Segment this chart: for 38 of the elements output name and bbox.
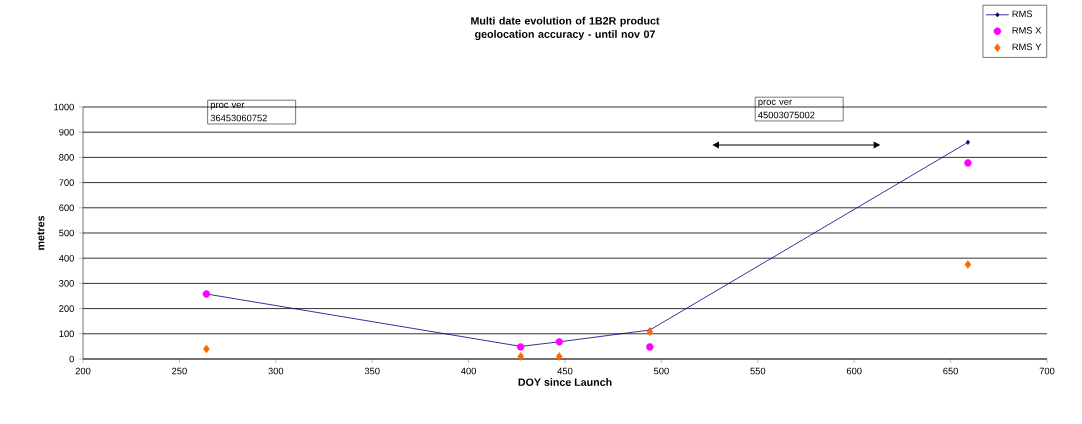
x-axis-title: DOY since Launch (518, 378, 612, 386)
y-tick-label: 400 (58, 254, 74, 262)
y-tick-label: 900 (59, 128, 74, 136)
x-tick-label: 650 (943, 367, 959, 375)
y-tick-label: 600 (59, 204, 74, 212)
annotation: proc ver 36453060752 (210, 102, 267, 122)
y-tick-label: 800 (59, 154, 74, 161)
y-tick-label: 700 (59, 179, 74, 186)
y-tick-label: 500 (59, 229, 74, 237)
point (555, 352, 563, 361)
x-tick-label: 550 (750, 367, 766, 375)
x-tick-label: 400 (461, 367, 477, 375)
point (203, 344, 210, 354)
point (965, 139, 970, 145)
point (646, 327, 654, 337)
y-tick-label: 200 (59, 305, 74, 312)
point (646, 343, 654, 351)
x-tick-label: 350 (364, 367, 380, 375)
annotation: proc ver 45003075002 (758, 99, 815, 119)
x-tick-label: 450 (557, 367, 573, 375)
x-tick-label: 200 (75, 367, 91, 375)
y-tick-label: 1000 (54, 103, 74, 111)
chart-title: Multi date evolution of 1B2R product geolocation accuracy - until nov 07 (471, 16, 660, 41)
x-tick-label: 600 (846, 367, 862, 375)
x-tick-label: 700 (1039, 367, 1055, 375)
x-tick-label: 250 (172, 367, 187, 375)
x-tick-label: 300 (268, 367, 284, 375)
y-tick-label: 0 (69, 355, 74, 363)
point (964, 260, 972, 269)
y-axis-title: metres (37, 215, 45, 250)
point (964, 159, 972, 167)
legend-label: RMS Y (1012, 43, 1042, 51)
point (517, 352, 524, 361)
legend-label: RMS X (1012, 27, 1042, 34)
legend-label: RMS (1012, 10, 1033, 18)
x-tick-label: 500 (653, 367, 669, 375)
y-tick-label: 300 (59, 280, 74, 287)
y-tick-label: 100 (59, 330, 74, 338)
